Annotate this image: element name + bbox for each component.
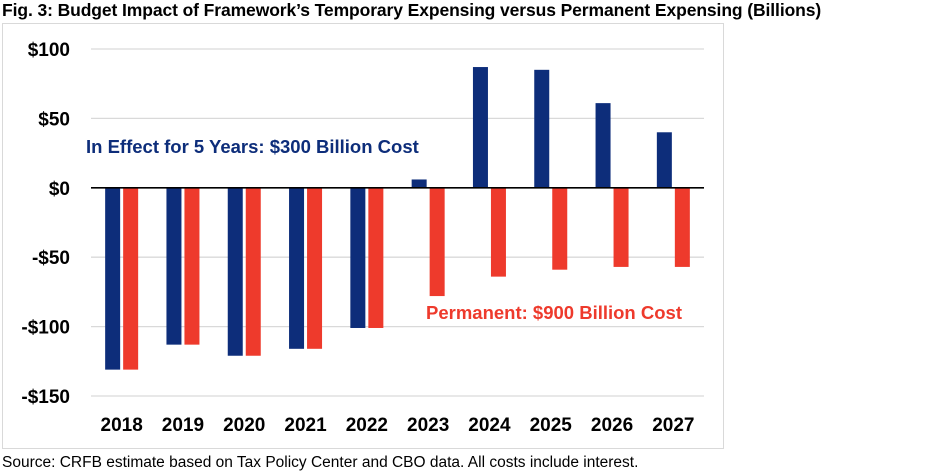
x-tick-label: 2020 [223, 415, 265, 436]
bar-permanent-2022 [368, 187, 384, 328]
x-tick-label: 2023 [407, 415, 449, 436]
x-tick-label: 2022 [346, 415, 388, 436]
x-tick-label: 2021 [284, 415, 327, 436]
y-tick-label: -$150 [21, 387, 70, 408]
bar-permanent-2024 [490, 187, 506, 277]
y-tick-label: $100 [28, 40, 70, 61]
chart-frame [2, 23, 724, 449]
bar-temporary-2025 [534, 69, 550, 188]
bar-temporary-2026 [595, 103, 611, 188]
y-tick-label: $0 [49, 179, 70, 200]
bar-temporary-2027 [656, 132, 672, 188]
x-tick-label: 2026 [591, 415, 633, 436]
x-tick-label: 2025 [530, 415, 573, 436]
annotation-permanent: Permanent: $900 Billion Cost [426, 302, 682, 323]
x-tick-label: 2019 [162, 415, 204, 436]
bars [105, 67, 690, 370]
bar-permanent-2019 [184, 187, 200, 345]
bar-temporary-2018 [105, 187, 121, 370]
x-tick-label: 2027 [652, 415, 694, 436]
x-tick-label: 2024 [468, 415, 511, 436]
gridlines [91, 48, 704, 397]
bar-permanent-2023 [429, 187, 445, 297]
bar-temporary-2024 [472, 67, 488, 188]
x-axis-ticks: 2018 2019 2020 2021 2022 2023 2024 2025 2026 2027 [101, 415, 695, 436]
bar-permanent-2020 [245, 187, 261, 356]
y-tick-label: -$100 [21, 318, 70, 339]
y-tick-label: $50 [38, 109, 70, 130]
source-note: Source: CRFB estimate based on Tax Polic… [2, 454, 639, 471]
bar-permanent-2018 [123, 187, 139, 370]
bar-temporary-2021 [289, 187, 305, 349]
bar-temporary-2020 [227, 187, 243, 356]
chart-title: Fig. 3: Budget Impact of Framework’s Tem… [2, 0, 822, 20]
bar-temporary-2022 [350, 187, 366, 328]
y-axis-ticks: $100 $50 $0 -$50 -$100 -$150 [21, 40, 70, 408]
bar-permanent-2026 [613, 187, 629, 267]
bar-temporary-2023 [411, 179, 427, 188]
bar-permanent-2021 [307, 187, 323, 349]
bar-permanent-2027 [674, 187, 690, 267]
bar-permanent-2025 [552, 187, 568, 270]
y-tick-label: -$50 [32, 248, 70, 269]
bar-temporary-2019 [166, 187, 182, 345]
x-tick-label: 2018 [101, 415, 143, 436]
annotation-temporary: In Effect for 5 Years: $300 Billion Cost [86, 136, 419, 157]
